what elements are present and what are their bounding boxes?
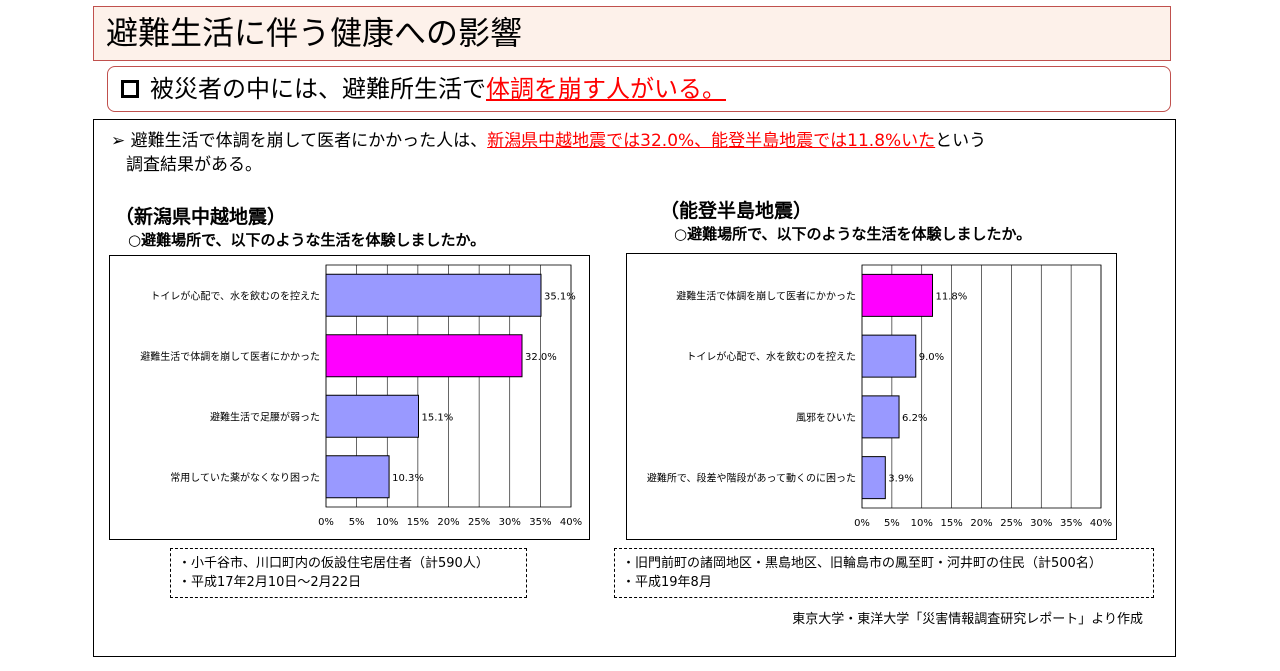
right-note-2: ・平成19年8月 bbox=[622, 575, 712, 590]
left-section-question: ○避難場所で、以下のような生活を体験しましたか。 bbox=[128, 231, 486, 249]
right-chart-data-label: 11.8% bbox=[936, 291, 968, 302]
right-section-question: ○避難場所で、以下のような生活を体験しましたか。 bbox=[674, 225, 1032, 243]
left-chart-tick-label: 35% bbox=[529, 517, 551, 528]
left-chart-bar bbox=[325, 455, 390, 499]
left-chart-tick-label: 10% bbox=[376, 517, 398, 528]
bullet-text-after: という bbox=[935, 131, 987, 151]
bullet-line-1: ➢ 避難生活で体調を崩して医者にかかった人は、新潟県中越地震では32.0%、能登… bbox=[111, 129, 986, 153]
left-chart-tick-label: 25% bbox=[468, 517, 490, 528]
right-chart-frame: 0% 5% 10% 15% 20% 25% 30% 35% 40% 避難生活で体調を崩して医者にか… bbox=[626, 253, 1117, 540]
right-chart-category-label: トイレが心配で、水を飲むのを控えた bbox=[686, 350, 856, 363]
left-section-title: （新潟県中越地震） bbox=[115, 206, 287, 228]
left-note-2: ・平成17年2月10日～2月22日 bbox=[178, 575, 362, 590]
right-chart-data-label: 6.2% bbox=[902, 413, 927, 424]
right-chart-tick-label: 35% bbox=[1060, 518, 1082, 529]
left-chart-tick-label: 30% bbox=[499, 517, 521, 528]
bullet-highlight: 新潟県中越地震では32.0%、能登半島地震では11.8%いた bbox=[487, 131, 936, 151]
right-chart-bar bbox=[861, 334, 917, 378]
square-bullet-icon bbox=[121, 80, 139, 98]
right-chart-category-label: 風邪をひいた bbox=[796, 412, 856, 424]
right-chart-tick-label: 0% bbox=[854, 518, 870, 529]
left-notes-box: ・小千谷市、川口町内の仮設住宅居住者（計590人） ・平成17年2月10日～2月… bbox=[170, 548, 527, 598]
page-title: 避難生活に伴う健康への影響 bbox=[106, 14, 523, 52]
subtitle-box: 被災者の中には、避難所生活で体調を崩す人がいる。 bbox=[107, 66, 1171, 112]
left-note-1: ・小千谷市、川口町内の仮設住宅居住者（計590人） bbox=[178, 556, 489, 571]
left-chart-category-label: 避難生活で足腰が弱った bbox=[210, 410, 320, 423]
right-section-title: （能登半島地震） bbox=[660, 200, 813, 222]
left-chart-bar bbox=[325, 273, 542, 317]
left-chart-tick-label: 5% bbox=[349, 517, 365, 528]
right-chart-tick-label: 10% bbox=[911, 518, 933, 529]
left-chart-category-label: 避難生活で体調を崩して医者にかかった bbox=[140, 350, 320, 363]
left-chart-tick-label: 15% bbox=[407, 517, 429, 528]
left-chart: 0% 5% 10% 15% 20% 25% 30% 35% 40% トイレが心配で、水を飲むのを控… bbox=[140, 264, 582, 528]
bullet-text-before: 避難生活で体調を崩して医者にかかった人は、 bbox=[130, 131, 488, 151]
right-chart-tick-label: 30% bbox=[1030, 518, 1052, 529]
left-chart-tick-label: 40% bbox=[560, 517, 582, 528]
right-chart-plot-area bbox=[861, 264, 1102, 509]
right-chart: 0% 5% 10% 15% 20% 25% 30% 35% 40% 避難生活で体調を崩して医者にか… bbox=[647, 264, 1112, 529]
left-chart-tick-label: 0% bbox=[318, 517, 334, 528]
right-chart-category-label: 避難所で、段差や階段があって動くのに困った bbox=[647, 472, 856, 485]
content-panel bbox=[93, 119, 1176, 657]
left-chart-data-label: 15.1% bbox=[421, 412, 453, 423]
arrow-bullet-icon: ➢ bbox=[111, 131, 126, 151]
right-chart-category-label: 避難生活で体調を崩して医者にかかった bbox=[676, 289, 856, 302]
right-notes-box: ・旧門前町の諸岡地区・黒島地区、旧輪島市の鳳至町・河井町の住民（計500名） ・… bbox=[614, 548, 1154, 598]
source-credit: 東京大学・東洋大学「災害情報調査研究レポート」より作成 bbox=[792, 612, 1143, 627]
left-chart-data-label: 32.0% bbox=[525, 352, 557, 363]
right-chart-tick-label: 15% bbox=[941, 518, 963, 529]
subtitle-highlight: 体調を崩す人がいる。 bbox=[486, 75, 726, 103]
left-chart-data-label: 35.1% bbox=[544, 291, 576, 302]
right-chart-bar bbox=[861, 456, 886, 500]
left-chart-bar bbox=[325, 394, 419, 438]
left-chart-category-label: 常用していた薬がなくなり困った bbox=[170, 471, 320, 484]
right-chart-data-label: 9.0% bbox=[919, 352, 944, 363]
left-chart-plot-area bbox=[325, 264, 572, 508]
right-chart-tick-label: 25% bbox=[1000, 518, 1022, 529]
subtitle-prefix: 被災者の中には、避難所生活で bbox=[150, 75, 486, 103]
bullet-line-2: 調査結果がある。 bbox=[126, 155, 262, 175]
right-chart-data-label: 3.9% bbox=[888, 474, 913, 485]
left-chart-bar bbox=[325, 334, 523, 378]
right-chart-tick-label: 5% bbox=[884, 518, 900, 529]
right-note-1: ・旧門前町の諸岡地区・黒島地区、旧輪島市の鳳至町・河井町の住民（計500名） bbox=[622, 556, 1102, 571]
title-banner: 避難生活に伴う健康への影響 bbox=[93, 6, 1171, 61]
left-chart-tick-label: 20% bbox=[437, 517, 459, 528]
right-chart-bar bbox=[861, 273, 934, 317]
left-chart-frame: 0% 5% 10% 15% 20% 25% 30% 35% 40% トイレが心配で、水を飲むのを控… bbox=[109, 255, 590, 540]
left-chart-data-label: 10.3% bbox=[392, 473, 424, 484]
right-chart-bar bbox=[861, 395, 900, 439]
subtitle-text: 被災者の中には、避難所生活で体調を崩す人がいる。 bbox=[150, 73, 726, 105]
left-chart-category-label: トイレが心配で、水を飲むのを控えた bbox=[150, 289, 320, 302]
right-chart-tick-label: 20% bbox=[970, 518, 992, 529]
right-chart-tick-label: 40% bbox=[1090, 518, 1112, 529]
